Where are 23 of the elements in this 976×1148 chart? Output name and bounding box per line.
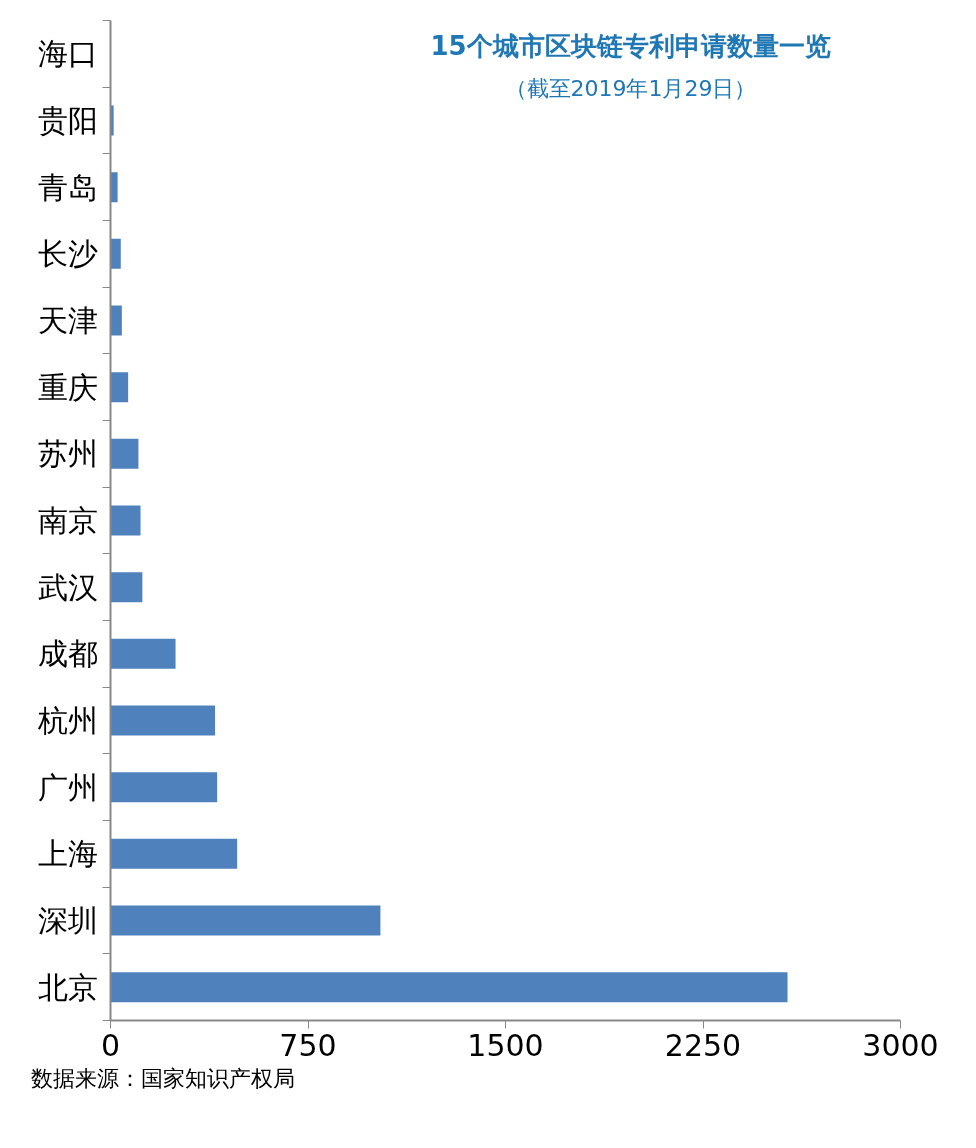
y-tick-label: 海口: [37, 36, 98, 72]
x-tick-label: 0: [100, 1027, 121, 1063]
y-tick-label: 天津: [37, 303, 98, 338]
y-tick-label: 青岛: [37, 169, 98, 205]
x-tick-label: 2250: [664, 1027, 742, 1063]
x-tick-label: 3000: [862, 1027, 939, 1063]
chart-title: 15个城市区块链专利申请数量一览: [430, 30, 831, 61]
y-tick-label: 成都: [37, 636, 98, 672]
y-tick-label: 南京: [37, 503, 98, 538]
y-tick-label: 上海: [37, 836, 98, 872]
x-tick-label: 750: [279, 1027, 337, 1063]
y-tick-label: 杭州: [36, 703, 98, 738]
y-tick-label: 贵阳: [37, 103, 98, 138]
y-tick-label: 长沙: [37, 236, 98, 272]
y-tick-label: 武汉: [37, 569, 98, 605]
text: （截至2019年1月29日）: [504, 75, 757, 101]
y-tick-label: 重庆: [37, 369, 98, 405]
y-tick-label: 北京: [37, 969, 98, 1005]
y-tick-label: 广州: [37, 769, 98, 805]
source-note: 数据来源：国家知识产权局: [30, 1065, 295, 1091]
x-tick-label: 1500: [467, 1027, 544, 1063]
y-tick-label: 深圳: [37, 903, 98, 938]
y-tick-label: 苏州: [37, 436, 98, 472]
